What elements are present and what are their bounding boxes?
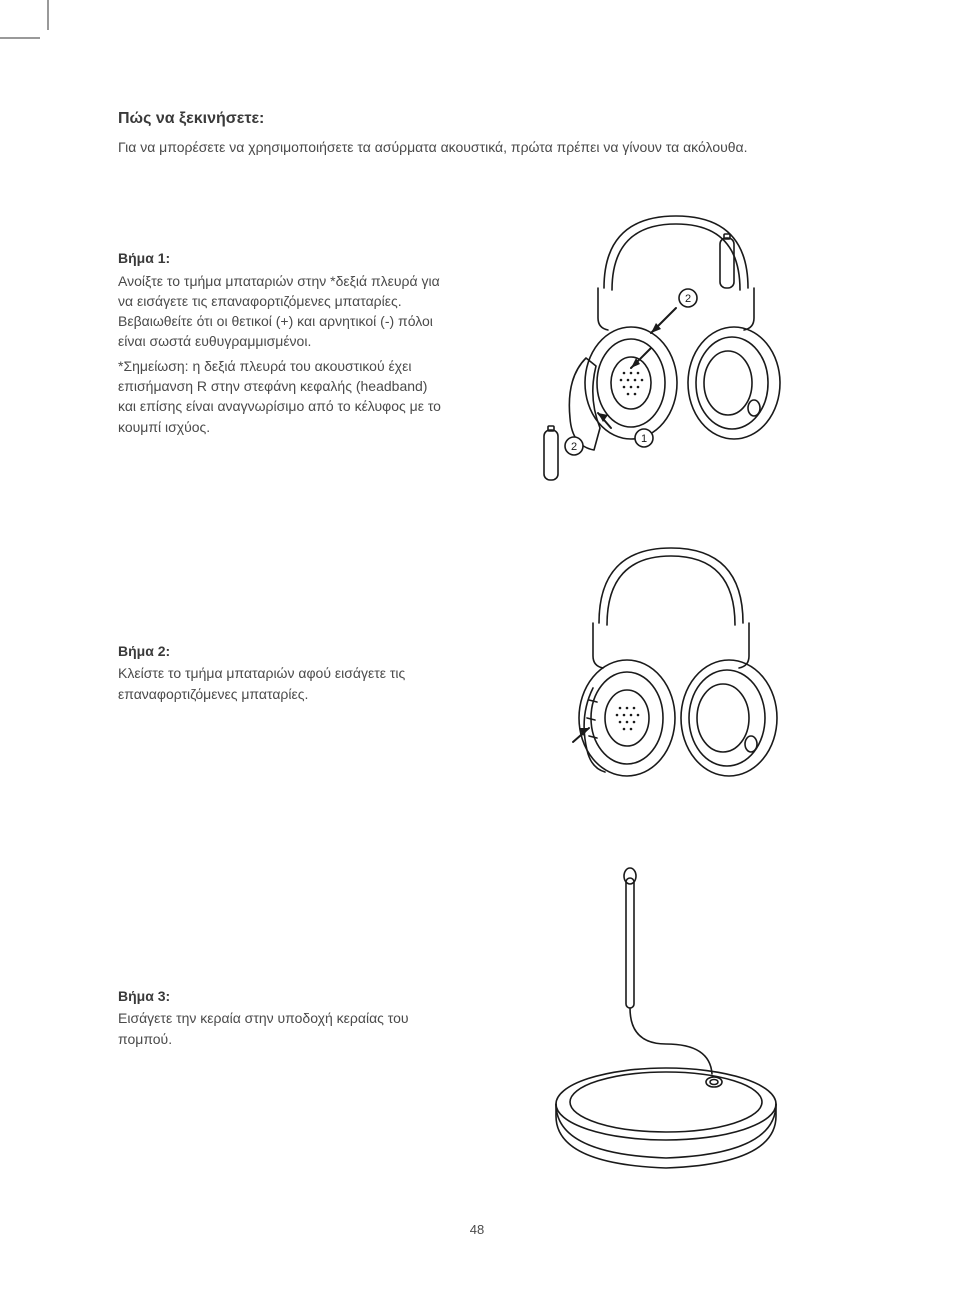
step-1: Βήμα 1: Ανοίξτε το τμήμα μπαταριών στην … bbox=[118, 198, 854, 488]
step-1-label: Βήμα 1: bbox=[118, 248, 448, 268]
headphones-open-icon: 1 2 2 bbox=[536, 198, 796, 488]
step-3-text: Βήμα 3: Εισάγετε την κεραία στην υποδοχή… bbox=[118, 986, 448, 1049]
step-2-text: Βήμα 2: Κλείστε το τμήμα μπαταριών αφού … bbox=[118, 641, 448, 704]
step-1-note: *Σημείωση: η δεξιά πλευρά του ακουστικού… bbox=[118, 356, 448, 437]
step-3-label: Βήμα 3: bbox=[118, 986, 448, 1006]
intro-paragraph: Για να μπορέσετε να χρησιμοποιήσετε τα α… bbox=[118, 138, 854, 158]
step-1-text: Βήμα 1: Ανοίξτε το τμήμα μπαταριών στην … bbox=[118, 248, 448, 437]
step-2: Βήμα 2: Κλείστε το τμήμα μπαταριών αφού … bbox=[118, 528, 854, 818]
transmitter-base-icon bbox=[536, 858, 796, 1178]
step-1-body: Ανοίξτε το τμήμα μπαταριών στην *δεξιά π… bbox=[118, 271, 448, 352]
step-3-body: Εισάγετε την κεραία στην υποδοχή κεραίας… bbox=[118, 1008, 448, 1049]
svg-text:2: 2 bbox=[685, 293, 691, 305]
section-title: Πώς να ξεκινήσετε: bbox=[118, 110, 854, 128]
crop-marks bbox=[0, 0, 60, 60]
step-3-figure bbox=[478, 858, 854, 1178]
step-2-body: Κλείστε το τμήμα μπαταριών αφού εισάγετε… bbox=[118, 663, 448, 704]
svg-text:1: 1 bbox=[641, 433, 647, 445]
page-content: Πώς να ξεκινήσετε: Για να μπορέσετε να χ… bbox=[0, 0, 954, 1238]
step-1-figure: 1 2 2 bbox=[478, 198, 854, 488]
step-2-label: Βήμα 2: bbox=[118, 641, 448, 661]
headphones-closed-icon bbox=[541, 528, 791, 818]
step-3: Βήμα 3: Εισάγετε την κεραία στην υποδοχή… bbox=[118, 858, 854, 1178]
step-2-figure bbox=[478, 528, 854, 818]
page-number: 48 bbox=[0, 1222, 954, 1237]
svg-text:2: 2 bbox=[571, 441, 577, 453]
